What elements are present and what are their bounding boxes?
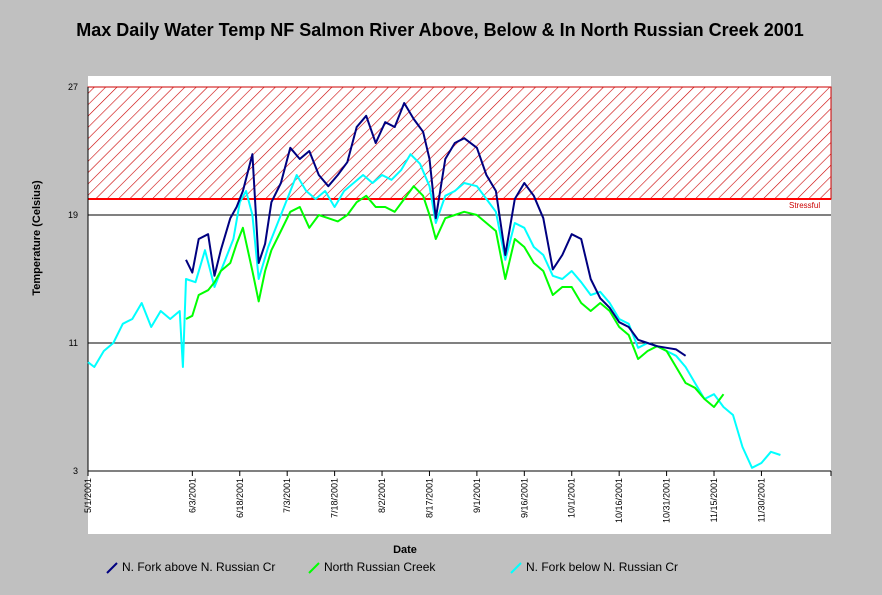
y-tick-label: 3: [73, 466, 78, 476]
y-axis-title: Temperature (Celsius): [31, 180, 43, 296]
stressful-label: Stressful: [789, 201, 820, 210]
legend-item-north-russian: North Russian Creek: [308, 560, 478, 576]
x-tick-label: 5/1/2001: [83, 478, 93, 513]
x-tick-label: 10/16/2001: [614, 478, 624, 523]
legend-line-icon: [106, 562, 118, 574]
y-tick-label: 11: [69, 338, 78, 348]
x-tick-label: 7/18/2001: [330, 478, 340, 518]
legend-label: North Russian Creek: [324, 560, 436, 574]
legend-line-icon: [510, 562, 522, 574]
x-tick-label: 9/16/2001: [519, 478, 529, 518]
legend-label: N. Fork above N. Russian Cr: [122, 560, 276, 574]
x-tick-label: 10/1/2001: [567, 478, 577, 518]
x-tick-label: 9/1/2001: [472, 478, 482, 513]
legend-label: N. Fork below N. Russian Cr: [526, 560, 679, 574]
stressful-zone: [87, 86, 832, 200]
legend-line-icon: [308, 562, 320, 574]
x-tick-label: 8/17/2001: [424, 478, 434, 518]
y-tick-label: 19: [68, 210, 78, 220]
x-tick-label: 11/15/2001: [709, 478, 719, 522]
x-tick-label: 7/3/2001: [282, 478, 292, 513]
x-axis-title: Date: [393, 544, 417, 556]
legend-item-nf-below: N. Fork below N. Russian Cr: [510, 560, 710, 576]
x-tick-label: 6/3/2001: [187, 478, 197, 513]
plot-layer: Stressful 27 19 11 3 5/1/2001 6/3/2001 6/18/200…: [68, 82, 832, 523]
x-tick-label: 8/2/2001: [377, 478, 387, 513]
series-line-0: [185, 102, 687, 357]
y-tick-label: 27: [68, 82, 78, 92]
x-tick-label: 10/31/2001: [662, 478, 672, 523]
series-line-1: [185, 185, 725, 408]
legend-item-nf-above: N. Fork above N. Russian Cr: [106, 560, 306, 576]
chart-title: Max Daily Water Temp NF Salmon River Abo…: [76, 20, 804, 40]
x-tick-label: 11/30/2001: [756, 478, 766, 522]
x-tick-label: 6/18/2001: [235, 478, 245, 518]
